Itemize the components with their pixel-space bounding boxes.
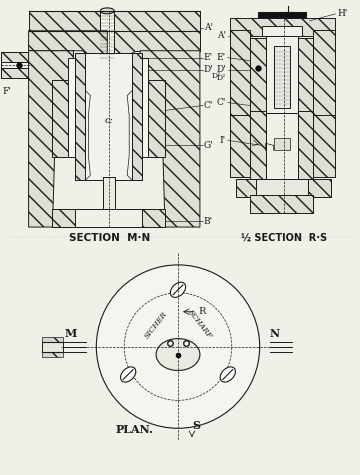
Text: R: R <box>198 307 205 316</box>
Text: SCHARF: SCHARF <box>186 309 213 341</box>
Bar <box>105 215 113 227</box>
Text: B': B' <box>204 217 213 226</box>
Text: D²: D² <box>217 74 226 82</box>
Ellipse shape <box>170 282 186 297</box>
Text: PLAN.: PLAN. <box>115 424 153 435</box>
Text: H': H' <box>337 10 348 19</box>
Bar <box>314 115 336 177</box>
Polygon shape <box>114 31 200 61</box>
Bar <box>250 195 314 213</box>
Text: C': C' <box>216 98 226 107</box>
Polygon shape <box>28 31 107 61</box>
Bar <box>28 50 73 86</box>
Text: G': G' <box>204 141 213 150</box>
Bar <box>1 62 32 67</box>
Bar <box>262 26 302 36</box>
Ellipse shape <box>121 367 136 382</box>
Bar <box>1 52 32 62</box>
Bar <box>100 11 114 61</box>
Text: S: S <box>192 420 200 431</box>
Bar <box>250 38 266 114</box>
Bar <box>103 177 115 217</box>
Bar <box>274 46 289 107</box>
Text: F': F' <box>3 87 12 96</box>
Bar <box>274 138 289 151</box>
Bar <box>75 53 142 180</box>
Bar <box>250 112 266 185</box>
Bar <box>230 18 336 36</box>
Text: C': C' <box>204 101 213 110</box>
Text: D': D' <box>204 65 213 74</box>
Bar <box>256 179 307 197</box>
Bar <box>266 36 298 114</box>
Polygon shape <box>140 51 200 227</box>
Text: D': D' <box>216 65 226 74</box>
Bar <box>32 60 71 80</box>
Text: A': A' <box>204 23 213 32</box>
Bar <box>298 38 314 114</box>
Text: ½ SECTION  R·S: ½ SECTION R·S <box>240 233 327 243</box>
Bar <box>28 11 200 31</box>
Bar <box>230 115 250 177</box>
Circle shape <box>96 265 260 428</box>
Bar <box>41 352 63 357</box>
Text: M: M <box>64 328 77 339</box>
Bar <box>266 114 298 185</box>
Ellipse shape <box>156 339 200 371</box>
Text: N: N <box>270 328 280 339</box>
Bar <box>53 209 165 227</box>
Text: E': E' <box>217 53 226 62</box>
Text: SICHER: SICHER <box>143 310 169 340</box>
Bar <box>41 337 63 342</box>
Bar <box>53 80 68 157</box>
Ellipse shape <box>100 8 114 14</box>
Polygon shape <box>28 51 73 227</box>
Bar <box>41 342 63 352</box>
Bar <box>230 30 250 117</box>
Text: A': A' <box>217 31 226 40</box>
Bar <box>132 53 142 180</box>
Bar <box>75 209 142 227</box>
Text: SECTION  M·N: SECTION M·N <box>69 233 150 243</box>
Bar <box>1 67 32 77</box>
Ellipse shape <box>220 367 235 382</box>
Bar <box>298 112 314 185</box>
Bar <box>314 30 336 117</box>
Text: c:: c: <box>105 116 114 125</box>
Text: I': I' <box>220 136 226 145</box>
Bar <box>68 57 148 157</box>
Bar <box>75 53 85 180</box>
Text: D²: D² <box>212 72 221 80</box>
Bar <box>236 179 332 197</box>
Bar <box>258 12 306 26</box>
Text: E': E' <box>204 53 213 62</box>
Bar <box>148 80 165 157</box>
